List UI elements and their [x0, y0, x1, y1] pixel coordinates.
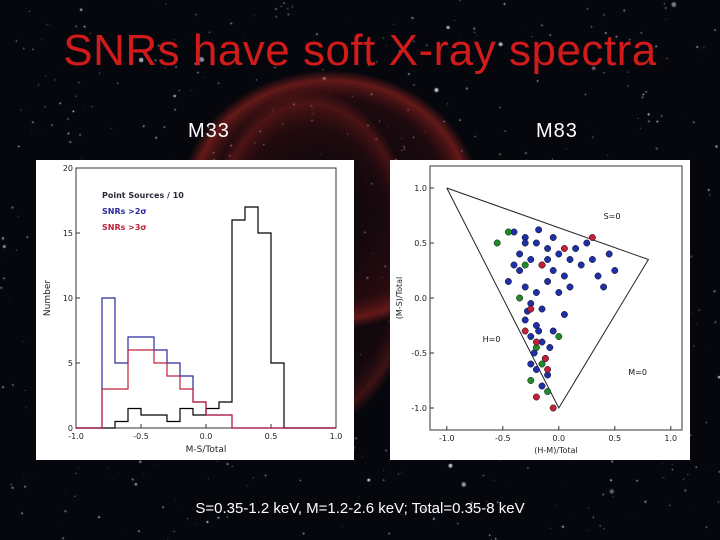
scatter-point: [527, 333, 535, 340]
m83-color-color-chart: -1.0 -0.5 0.0 0.5 1.0 -1.0 -0.5 0.0 0.5 1.0 (H-M)/…: [395, 165, 683, 455]
y-tick-label: 0.0: [414, 294, 427, 303]
region-annotation: M=0: [628, 368, 647, 377]
y-axis-label: Number: [43, 280, 53, 316]
scatter-point: [521, 239, 529, 247]
scatter-point: [549, 327, 557, 335]
scatter-point: [538, 360, 546, 368]
scatter-point: [588, 234, 596, 241]
scatter-point: [521, 283, 529, 291]
scatter-point: [549, 267, 557, 274]
scatter-point: [535, 226, 543, 234]
histogram-series-2: [76, 349, 336, 429]
scatter-point: [521, 327, 529, 335]
scatter-point: [588, 256, 596, 263]
hardness-boundary-triangle: [446, 187, 650, 410]
scatter-point: [521, 261, 529, 269]
scatter-point: [527, 360, 535, 368]
scatter-point: [535, 327, 543, 335]
x-tick-label: 1.0: [330, 432, 343, 441]
m83-label: M83: [536, 120, 578, 142]
scatter-point: [544, 245, 552, 252]
scatter-point: [538, 305, 546, 313]
scatter-point: [516, 250, 524, 258]
y-tick-label: 0: [68, 424, 73, 433]
scatter-point: [555, 250, 563, 258]
x-axis-label: M-S/Total: [186, 445, 227, 455]
scatter-point: [544, 388, 552, 395]
y-tick-label: 5: [68, 359, 73, 368]
x-tick-label: -1.0: [68, 432, 84, 441]
scatter-point: [516, 267, 524, 274]
x-tick-label: -0.5: [133, 432, 149, 441]
scatter-frame: [429, 165, 683, 431]
m33-label: M33: [188, 120, 230, 142]
y-tick-label: 10: [63, 294, 73, 303]
scatter-point: [527, 256, 535, 263]
energy-band-footnote: S=0.35-1.2 keV, M=1.2-2.6 keV; Total=0.3…: [195, 500, 525, 517]
scatter-point: [532, 393, 540, 401]
scatter-point: [510, 261, 518, 269]
scatter-point: [538, 382, 546, 390]
scatter-point: [549, 234, 557, 241]
x-tick-label: 0.5: [265, 432, 278, 441]
scatter-point: [560, 311, 568, 318]
slide-title: SNRs have soft X-ray spectra: [63, 26, 657, 75]
scatter-point: [560, 245, 568, 252]
x-tick-label: -0.5: [495, 434, 511, 443]
scatter-point: [566, 256, 574, 263]
scatter-point: [572, 245, 580, 252]
x-tick-label: -1.0: [439, 434, 455, 443]
x-tick-label: 0.0: [552, 434, 565, 443]
scatter-point: [549, 404, 557, 412]
m83-scatter-panel: -1.0 -0.5 0.0 0.5 1.0 -1.0 -0.5 0.0 0.5 1.0 (H-M)/…: [390, 160, 690, 460]
scatter-point: [541, 355, 549, 362]
scatter-point: [532, 366, 540, 373]
y-axis-label: (M-S)/Total: [395, 277, 404, 320]
scatter-point: [546, 344, 554, 351]
scatter-point: [555, 289, 563, 296]
y-tick-label: 15: [63, 229, 73, 238]
scatter-point: [544, 278, 552, 285]
scatter-point: [594, 272, 602, 280]
region-annotation: H=0: [483, 335, 501, 344]
scatter-point: [527, 377, 535, 384]
x-tick-label: 0.5: [608, 434, 621, 443]
y-tick-label: 1.0: [414, 184, 427, 193]
scatter-point: [566, 283, 574, 291]
scatter-point: [605, 250, 613, 258]
y-tick-label: -1.0: [411, 404, 427, 413]
legend-entry-1: SNRs >2σ: [102, 207, 147, 216]
x-axis-label: (H-M)/Total: [534, 446, 577, 455]
scatter-point: [538, 261, 546, 269]
scatter-point: [516, 294, 524, 302]
scatter-point: [611, 267, 619, 274]
region-annotation: S=0: [604, 212, 621, 221]
legend-entry-0: Point Sources / 10: [102, 191, 184, 200]
m33-histogram-chart: -1.0 -0.5 0.0 0.5 1.0 0 5 10 15 20 M-S/Total Number…: [43, 164, 343, 455]
scatter-point: [504, 228, 512, 236]
m33-histogram-panel: -1.0 -0.5 0.0 0.5 1.0 0 5 10 15 20 M-S/Total Number…: [36, 160, 354, 460]
x-tick-label: 1.0: [664, 434, 677, 443]
y-tick-label: -0.5: [411, 349, 427, 358]
legend-entry-2: SNRs >3σ: [102, 223, 147, 232]
y-tick-label: 20: [63, 164, 73, 173]
scatter-point: [532, 338, 540, 346]
scatter-point: [532, 289, 540, 296]
scatter-point: [560, 272, 568, 280]
scatter-point: [555, 333, 563, 340]
scatter-point: [583, 239, 591, 247]
scatter-point: [521, 316, 529, 324]
x-tick-label: 0.0: [200, 432, 213, 441]
scatter-point: [493, 239, 501, 247]
scatter-point: [504, 278, 512, 285]
scatter-point: [544, 366, 552, 373]
scatter-point: [577, 261, 585, 269]
scatter-point: [544, 256, 552, 263]
scatter-point: [527, 305, 535, 313]
scatter-point: [532, 239, 540, 247]
scatter-point: [600, 283, 608, 291]
y-tick-label: 0.5: [414, 239, 427, 248]
